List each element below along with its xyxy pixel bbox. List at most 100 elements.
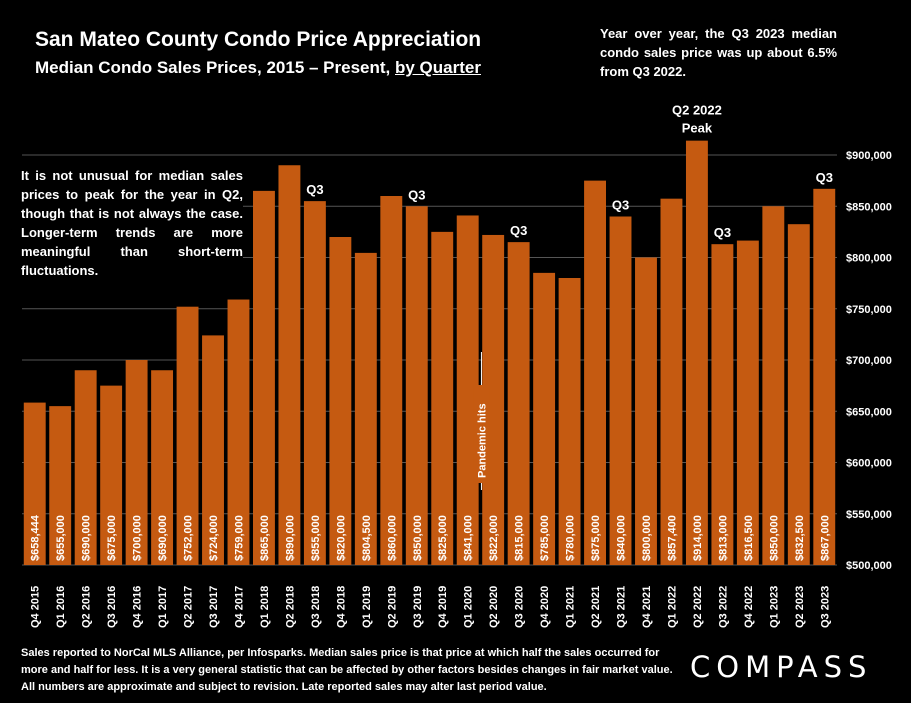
x-tick-label: Q3 2021 <box>616 586 628 628</box>
bar <box>227 299 250 565</box>
bar-value-label: $865,000 <box>259 515 271 561</box>
bar-annotation: Q3 <box>306 182 323 197</box>
x-tick-label: Q2 2022 <box>692 586 704 628</box>
bar <box>380 196 403 565</box>
bar <box>762 206 785 565</box>
bar-annotation: Q2 2022 <box>672 103 722 118</box>
x-tick-label: Q1 2021 <box>565 586 577 628</box>
bar-value-label: $860,000 <box>386 515 398 561</box>
x-tick-label: Q3 2016 <box>106 586 118 628</box>
bar-value-label: $820,000 <box>335 515 347 561</box>
bar-value-label: $780,000 <box>565 515 577 561</box>
bar-value-label: $850,000 <box>768 515 780 561</box>
bar <box>736 240 759 565</box>
bar <box>202 335 224 565</box>
x-tick-label: Q4 2020 <box>539 586 551 628</box>
bar <box>253 190 275 565</box>
yoy-note: Year over year, the Q3 2023 median condo… <box>600 26 837 79</box>
y-tick-label: $700,000 <box>846 355 892 367</box>
bar <box>507 242 530 565</box>
chart-subtitle: Median Condo Sales Prices, 2015 – Presen… <box>35 58 481 78</box>
bar <box>405 206 428 565</box>
bar <box>584 180 606 565</box>
x-tick-label: Q1 2023 <box>768 586 780 628</box>
subtitle-text: Median Condo Sales Prices, 2015 – Presen… <box>35 58 395 77</box>
x-tick-label: Q2 2019 <box>386 586 398 628</box>
bar <box>100 385 123 565</box>
x-tick-label: Q1 2022 <box>666 586 678 628</box>
bar <box>711 244 734 566</box>
x-tick-label: Q3 2018 <box>310 586 322 628</box>
bar-value-label: $816,500 <box>743 515 755 561</box>
x-tick-label: Q2 2017 <box>183 586 195 628</box>
x-tick-label: Q2 2020 <box>488 586 500 628</box>
bar-value-label: $813,000 <box>717 515 729 561</box>
bar <box>23 402 46 565</box>
bar-value-label: $875,000 <box>590 515 602 561</box>
x-tick-label: Q3 2023 <box>819 586 831 628</box>
y-tick-label: $500,000 <box>846 560 892 572</box>
x-tick-label: Q4 2019 <box>437 586 449 628</box>
y-tick-label: $600,000 <box>846 458 892 470</box>
bar <box>660 198 683 566</box>
x-tick-label: Q4 2018 <box>335 586 347 628</box>
x-tick-label: Q2 2016 <box>81 586 93 628</box>
subtitle-by-quarter: by Quarter <box>395 58 481 77</box>
x-tick-label: Q4 2017 <box>233 586 245 628</box>
bar-value-label: $752,000 <box>183 515 195 561</box>
bar-annotation: Q3 <box>816 170 833 185</box>
bar-value-label: $841,000 <box>463 515 475 561</box>
y-tick-label: $750,000 <box>846 304 892 316</box>
bar-value-label: $655,000 <box>55 515 67 561</box>
pandemic-label-box <box>473 385 490 483</box>
bar-value-label: $890,000 <box>284 515 296 561</box>
y-tick-label: $650,000 <box>846 406 892 418</box>
source-footnote: Sales reported to NorCal MLS Alliance, p… <box>21 647 673 693</box>
bar-value-label: $855,000 <box>310 515 322 561</box>
bar-value-label: $914,000 <box>692 515 704 561</box>
bar <box>558 278 581 565</box>
bar <box>431 231 454 565</box>
x-tick-label: Q2 2018 <box>284 586 296 628</box>
bar-value-label: $822,000 <box>488 515 500 561</box>
bar <box>74 370 97 565</box>
x-tick-label: Q2 2021 <box>590 586 602 628</box>
bar-value-label: $815,000 <box>514 515 526 561</box>
bar <box>635 257 657 565</box>
bar-value-label: $857,400 <box>666 515 678 561</box>
bar-value-label: $724,000 <box>208 515 220 561</box>
bar <box>176 306 199 565</box>
bar-value-label: $759,000 <box>233 515 245 561</box>
bar-annotation: Q3 <box>612 198 629 213</box>
x-tick-label: Q4 2015 <box>30 586 42 628</box>
x-tick-label: Q4 2021 <box>641 586 653 628</box>
bar <box>49 406 72 565</box>
bar-value-label: $867,000 <box>819 515 831 561</box>
bar-value-label: $700,000 <box>132 515 144 561</box>
x-tick-label: Q4 2016 <box>132 586 144 628</box>
bar-value-label: $840,000 <box>616 515 628 561</box>
compass-logo: COMPASS <box>690 650 873 684</box>
bar <box>456 215 479 565</box>
bar <box>787 224 810 565</box>
bar <box>151 370 174 565</box>
bar-value-label: $785,000 <box>539 515 551 561</box>
y-tick-label: $900,000 <box>846 150 892 162</box>
x-tick-label: Q3 2019 <box>412 586 424 628</box>
bar-annotation: Q3 <box>510 223 527 238</box>
x-tick-label: Q1 2017 <box>157 586 169 628</box>
bar-annotation: Q3 <box>408 187 425 202</box>
x-tick-label: Q2 2023 <box>794 586 806 628</box>
bar <box>685 140 708 565</box>
bar-value-label: $850,000 <box>412 515 424 561</box>
pandemic-label: Pandemic hits <box>476 403 488 478</box>
trend-note: It is not unusual for median sales price… <box>21 166 243 280</box>
bar <box>329 237 352 565</box>
x-tick-label: Q3 2017 <box>208 586 220 628</box>
bar-value-label: $804,500 <box>361 515 373 561</box>
bar-value-label: $825,000 <box>437 515 449 561</box>
bar-value-label: $832,500 <box>794 515 806 561</box>
bar-value-label: $675,000 <box>106 515 118 561</box>
bar-value-label: $690,000 <box>157 515 169 561</box>
